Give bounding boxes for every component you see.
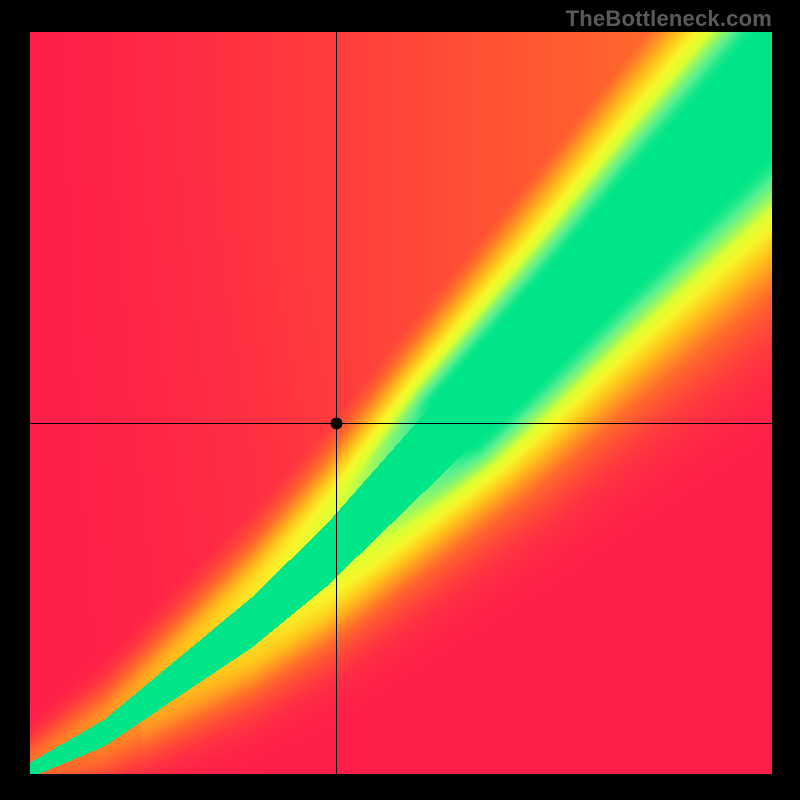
bottleneck-heatmap [0,0,800,800]
watermark-text: TheBottleneck.com [566,6,772,32]
chart-container: { "watermark": { "text": "TheBottleneck.… [0,0,800,800]
